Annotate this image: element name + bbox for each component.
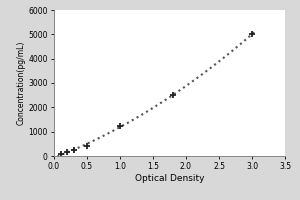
X-axis label: Optical Density: Optical Density (135, 174, 204, 183)
Y-axis label: Concentration(pg/mL): Concentration(pg/mL) (16, 41, 26, 125)
